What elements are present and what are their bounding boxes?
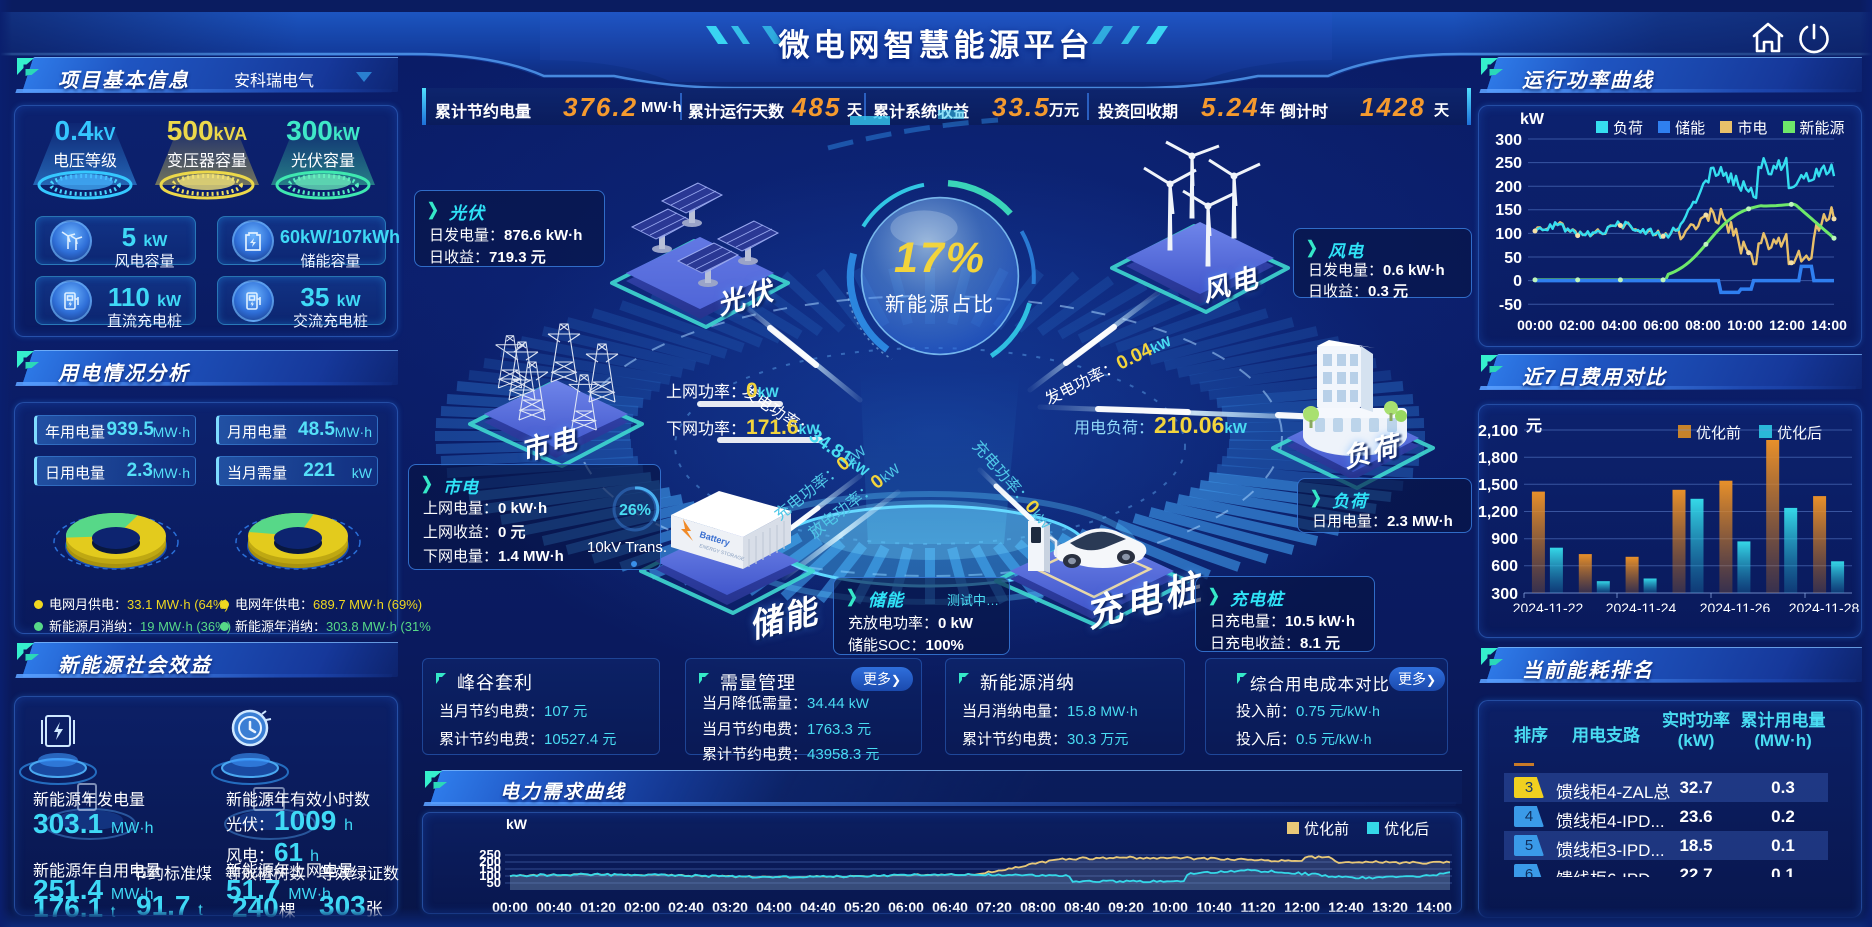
svg-text:300: 300	[1495, 132, 1522, 149]
svg-text:2024-11-22: 2024-11-22	[1513, 600, 1584, 612]
svg-text:04:00: 04:00	[1601, 317, 1637, 333]
svg-text:1,800: 1,800	[1478, 450, 1518, 467]
svg-text:08:00: 08:00	[1685, 317, 1721, 333]
svg-text:1,500: 1,500	[1478, 477, 1518, 494]
svg-text:150: 150	[479, 861, 501, 876]
svg-text:900: 900	[1491, 531, 1518, 548]
svg-text:新能源占比: 新能源占比	[885, 293, 995, 316]
svg-text:300: 300	[1491, 586, 1518, 603]
svg-text:100: 100	[1495, 226, 1522, 243]
svg-text:14:00: 14:00	[1811, 317, 1847, 333]
svg-text:150: 150	[1495, 202, 1522, 219]
svg-text:1,200: 1,200	[1478, 504, 1518, 521]
svg-text:2024-11-24: 2024-11-24	[1606, 600, 1677, 612]
svg-text:02:00: 02:00	[1559, 317, 1595, 333]
svg-text:26%: 26%	[619, 502, 651, 519]
svg-text:50: 50	[1504, 250, 1522, 267]
svg-text:2024-11-26: 2024-11-26	[1700, 600, 1771, 612]
svg-text:200: 200	[479, 854, 501, 869]
svg-text:00:00: 00:00	[1517, 317, 1553, 333]
svg-text:06:00: 06:00	[1643, 317, 1679, 333]
svg-text:12:00: 12:00	[1769, 317, 1805, 333]
svg-text:17%: 17%	[894, 234, 986, 282]
svg-text:2024-11-28: 2024-11-28	[1789, 600, 1860, 612]
svg-text:200: 200	[1495, 179, 1522, 196]
svg-text:600: 600	[1491, 558, 1518, 575]
svg-text:2,100: 2,100	[1478, 423, 1518, 440]
svg-text:250: 250	[479, 847, 501, 862]
svg-text:0: 0	[1513, 273, 1522, 290]
svg-text:100: 100	[479, 868, 501, 883]
svg-text:250: 250	[1495, 155, 1522, 172]
svg-text:10:00: 10:00	[1727, 317, 1763, 333]
svg-text:-50: -50	[1499, 297, 1522, 314]
svg-text:50: 50	[487, 875, 501, 890]
